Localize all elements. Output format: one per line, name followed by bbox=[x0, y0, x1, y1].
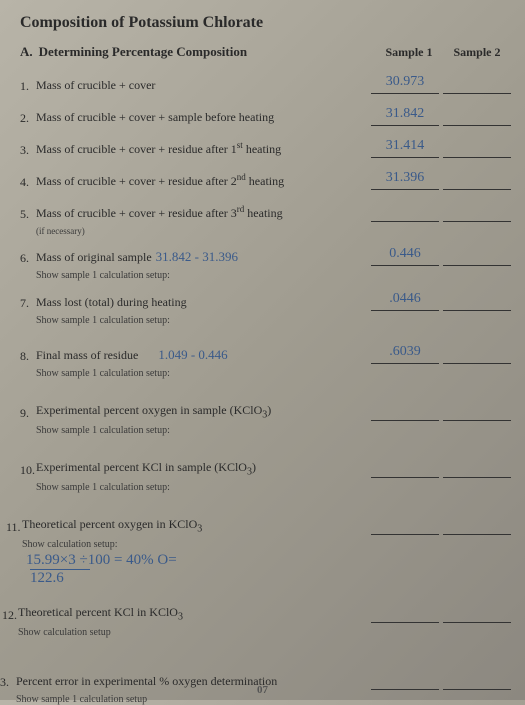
value-s1: .0446 bbox=[371, 291, 439, 311]
setup-text: Show sample 1 calculation setup: bbox=[36, 315, 511, 326]
row-3: 3. Mass of crucible + cover + residue af… bbox=[20, 130, 511, 158]
row-num: 6. bbox=[20, 251, 36, 266]
row-num: 9. bbox=[20, 406, 36, 421]
value-s2 bbox=[443, 462, 511, 478]
value-s2 bbox=[443, 348, 511, 364]
value-s2 bbox=[443, 519, 511, 535]
row-text: Mass of original sample31.842 - 31.396 bbox=[36, 249, 367, 266]
row-text: Mass of crucible + cover + sample before… bbox=[36, 110, 367, 126]
row-13: 3. Percent error in experimental % oxyge… bbox=[0, 662, 511, 690]
row-num: 3. bbox=[0, 675, 16, 690]
row-text: Mass lost (total) during heating bbox=[36, 295, 367, 311]
row-text: Theoretical percent oxygen in KClO3 bbox=[22, 517, 367, 535]
value-s2 bbox=[443, 674, 511, 690]
value-s2 bbox=[443, 174, 511, 190]
row-4: 4. Mass of crucible + cover + residue af… bbox=[20, 162, 511, 190]
value-s2 bbox=[443, 110, 511, 126]
row-7: 7. Mass lost (total) during heating .044… bbox=[20, 283, 511, 311]
row-text: Final mass of residue1.049 - 0.446 bbox=[36, 347, 367, 364]
value-s1 bbox=[371, 206, 439, 222]
section-header: A. Determining Percentage Composition Sa… bbox=[20, 44, 511, 60]
setup-text: Show sample 1 calculation setup: bbox=[36, 425, 511, 436]
row-text: Mass of crucible + cover + residue after… bbox=[36, 204, 367, 222]
setup-text: Show sample 1 calculation setup: bbox=[36, 270, 511, 281]
row-num: 3. bbox=[20, 143, 36, 158]
value-s2 bbox=[443, 142, 511, 158]
value-s1 bbox=[371, 462, 439, 478]
row-2: 2. Mass of crucible + cover + sample bef… bbox=[20, 98, 511, 126]
col-header-2: Sample 2 bbox=[443, 45, 511, 60]
setup-text: Show calculation setup: bbox=[22, 539, 511, 550]
row-num: 2. bbox=[20, 111, 36, 126]
value-s1: 31.842 bbox=[371, 106, 439, 126]
calc-line1: 15.99×3 ÷100 = 40% O= bbox=[26, 552, 511, 569]
row-6: 6. Mass of original sample31.842 - 31.39… bbox=[20, 238, 511, 266]
row-num: 10. bbox=[20, 463, 36, 478]
row-8: 8. Final mass of residue1.049 - 0.446 .6… bbox=[20, 336, 511, 364]
row-9: 9. Experimental percent oxygen in sample… bbox=[20, 393, 511, 421]
setup-text: Show sample 1 calculation setup: bbox=[36, 482, 511, 493]
section-label: A. bbox=[20, 44, 33, 60]
row-5: 5. Mass of crucible + cover + residue af… bbox=[20, 194, 511, 222]
row-11: 11. Theoretical percent oxygen in KClO3 bbox=[6, 507, 511, 535]
value-s1: 30.973 bbox=[371, 74, 439, 94]
row-text: Mass of crucible + cover + residue after… bbox=[36, 172, 367, 190]
section-title: Determining Percentage Composition bbox=[39, 44, 375, 60]
row-1: 1. Mass of crucible + cover 30.973 bbox=[20, 66, 511, 94]
value-s1 bbox=[371, 674, 439, 690]
value-s1: 31.414 bbox=[371, 138, 439, 158]
row-text: Mass of crucible + cover + residue after… bbox=[36, 140, 367, 158]
row-num: 4. bbox=[20, 175, 36, 190]
value-s1: .6039 bbox=[371, 344, 439, 364]
row-text: Mass of crucible + cover bbox=[36, 78, 367, 94]
row-text: Experimental percent KCl in sample (KClO… bbox=[36, 460, 367, 478]
value-s2 bbox=[443, 78, 511, 94]
row-num: 5. bbox=[20, 207, 36, 222]
row-text: Percent error in experimental % oxygen d… bbox=[16, 674, 367, 690]
value-s2 bbox=[443, 607, 511, 623]
row-12: 12. Theoretical percent KCl in KClO3 bbox=[2, 595, 511, 623]
row-num: 12. bbox=[2, 608, 18, 623]
setup-text: Show sample 1 calculation setup: bbox=[36, 368, 511, 379]
value-s1 bbox=[371, 405, 439, 421]
page-title: Composition of Potassium Chlorate bbox=[20, 14, 511, 32]
row-10: 10. Experimental percent KCl in sample (… bbox=[20, 450, 511, 478]
col-header-1: Sample 1 bbox=[375, 45, 443, 60]
value-s2 bbox=[443, 250, 511, 266]
row-num: 8. bbox=[20, 349, 36, 364]
value-s2 bbox=[443, 405, 511, 421]
value-s2 bbox=[443, 295, 511, 311]
page-number: 07 bbox=[257, 684, 268, 696]
row-num: 1. bbox=[20, 79, 36, 94]
row5-note: (if necessary) bbox=[36, 226, 511, 236]
row-text: Experimental percent oxygen in sample (K… bbox=[36, 403, 367, 421]
row-num: 7. bbox=[20, 296, 36, 311]
row-text: Theoretical percent KCl in KClO3 bbox=[18, 605, 367, 623]
value-s1: 31.396 bbox=[371, 170, 439, 190]
value-s1: 0.446 bbox=[371, 246, 439, 266]
row-num: 11. bbox=[6, 520, 22, 535]
setup-text: Show calculation setup bbox=[18, 627, 511, 638]
value-s1 bbox=[371, 519, 439, 535]
calc-line2: 122.6 bbox=[30, 570, 511, 587]
value-s1 bbox=[371, 607, 439, 623]
value-s2 bbox=[443, 206, 511, 222]
